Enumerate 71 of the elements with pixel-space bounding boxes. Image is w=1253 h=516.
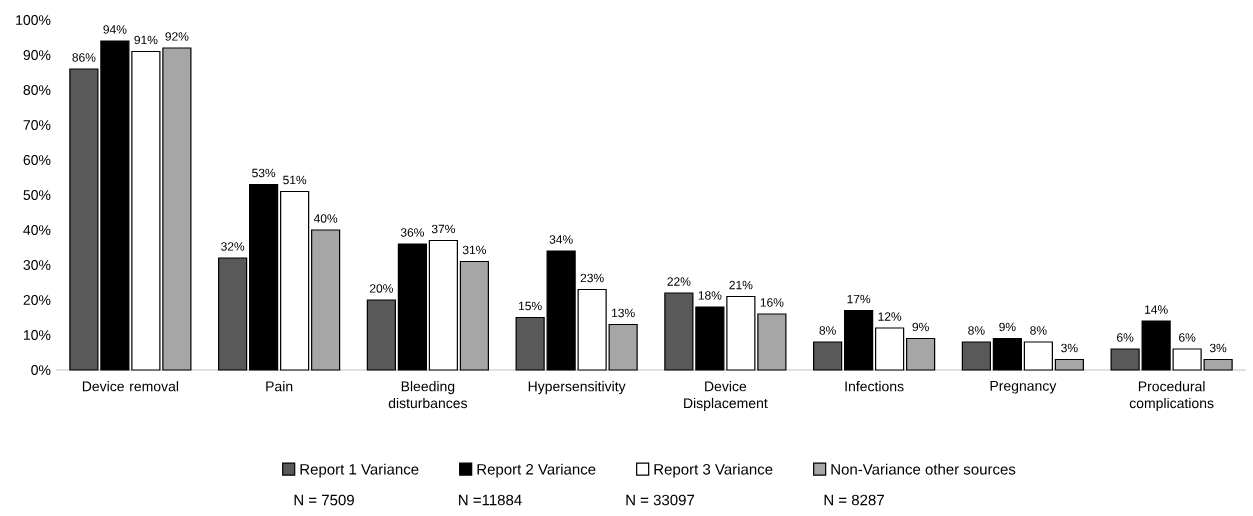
data-label: 9% xyxy=(912,322,929,332)
y-tick-label: 20% xyxy=(23,295,51,305)
data-label: 14% xyxy=(1145,305,1168,314)
data-label: 36% xyxy=(400,228,424,237)
data-label: 31% xyxy=(462,245,486,255)
y-tick-label: 50% xyxy=(23,190,51,200)
y-tick-label: 90% xyxy=(23,50,51,60)
x-tick-label: Hypersensitivity xyxy=(528,381,626,395)
bar xyxy=(428,239,458,371)
bar xyxy=(1023,341,1053,371)
data-label: 6% xyxy=(1117,333,1134,342)
data-label: 21% xyxy=(729,280,753,290)
data-label: 17% xyxy=(847,294,871,304)
x-tick-label: Pain xyxy=(266,381,293,392)
data-label: 34% xyxy=(549,235,573,244)
y-tick-label: 40% xyxy=(23,225,51,235)
bar xyxy=(844,309,874,371)
x-tick-label: Procedural complications xyxy=(1129,381,1214,411)
x-tick-label: Bleeding disturbances xyxy=(388,381,468,409)
bar xyxy=(813,341,843,371)
data-label: 16% xyxy=(760,298,784,307)
text: N = 8287 xyxy=(824,494,884,506)
legend-label: Report 3 Variance xyxy=(654,463,773,478)
data-label: 8% xyxy=(1030,326,1047,335)
data-label: 3% xyxy=(1061,343,1078,353)
legend-label: Non-Variance other sources xyxy=(831,463,1016,475)
bar xyxy=(875,327,905,371)
x-tick-label: Device Displacement xyxy=(684,381,768,411)
data-label: 9% xyxy=(999,322,1016,332)
data-label: 3% xyxy=(1209,343,1227,353)
y-tick-label: 0% xyxy=(31,365,51,375)
data-label: 13% xyxy=(612,308,635,318)
text: N = 7509 xyxy=(294,494,354,506)
data-label: 86% xyxy=(72,53,96,62)
y-tick-label: 100% xyxy=(16,15,51,25)
data-label: 23% xyxy=(580,273,604,283)
data-label: 92% xyxy=(165,32,189,41)
data-label: 94% xyxy=(103,25,127,34)
data-label: 8% xyxy=(819,326,836,335)
data-label: 22% xyxy=(667,277,691,286)
data-label: 20% xyxy=(369,284,393,293)
data-label: 15% xyxy=(519,301,542,311)
y-tick-label: 70% xyxy=(23,120,51,130)
bar xyxy=(249,183,279,371)
y-tick-label: 10% xyxy=(23,330,51,340)
x-tick-label: Pregnancy xyxy=(990,381,1057,394)
bar xyxy=(961,341,991,371)
data-label: 91% xyxy=(134,35,158,45)
data-label: 51% xyxy=(283,175,307,185)
bar xyxy=(397,243,427,371)
bar xyxy=(280,190,310,371)
data-label: 32% xyxy=(221,242,245,251)
bar xyxy=(366,299,396,371)
data-label: 53% xyxy=(252,168,276,178)
data-label: 37% xyxy=(431,224,455,234)
data-label: 6% xyxy=(1179,333,1196,342)
data-label: 40% xyxy=(313,214,338,223)
bar xyxy=(992,337,1022,371)
bar xyxy=(218,257,248,371)
x-tick-label: Device removal xyxy=(82,381,179,392)
y-tick-label: 60% xyxy=(23,155,51,165)
legend-label: Report 1 Variance xyxy=(300,463,419,478)
y-tick-label: 30% xyxy=(23,260,51,270)
y-tick-label: 80% xyxy=(23,85,51,95)
data-label: 8% xyxy=(968,326,985,335)
x-tick-label: Infections xyxy=(845,381,904,392)
data-label: 12% xyxy=(878,312,902,321)
legend-label: Report 2 Variance xyxy=(477,463,596,478)
text: N =11884 xyxy=(459,494,522,506)
data-label: 18% xyxy=(698,291,722,300)
text: N = 33097 xyxy=(626,494,695,506)
